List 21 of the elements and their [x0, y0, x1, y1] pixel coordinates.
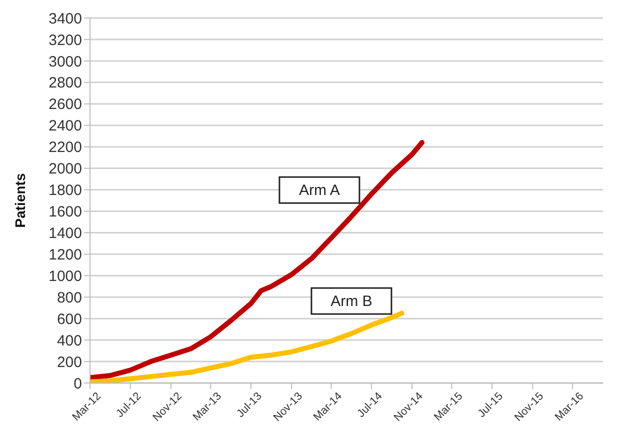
y-tick-label: 2000 [48, 160, 82, 178]
y-tick-label: 1400 [48, 225, 82, 242]
y-tick-label: 400 [56, 332, 82, 350]
series-label: Arm B [330, 293, 372, 310]
y-tick-label: 1000 [48, 268, 82, 285]
y-tick-label: 1200 [48, 246, 82, 264]
y-tick-label: 1600 [48, 204, 82, 221]
y-axis-title: Patients [12, 173, 28, 228]
y-tick-label: 1800 [48, 182, 82, 200]
y-tick-label: 2800 [48, 74, 82, 92]
y-tick-label: 2600 [48, 96, 82, 114]
y-tick-label: 2200 [48, 139, 82, 156]
series-label: Arm A [299, 182, 340, 200]
y-tick-label: 3200 [48, 32, 82, 49]
y-tick-label: 200 [56, 354, 82, 371]
y-tick-label: 3400 [48, 10, 82, 28]
y-tick-label: 800 [56, 289, 82, 306]
y-tick-label: 0 [74, 375, 82, 392]
y-tick-label: 3000 [48, 53, 82, 70]
y-tick-label: 600 [56, 310, 82, 328]
y-tick-label: 2400 [48, 118, 82, 135]
